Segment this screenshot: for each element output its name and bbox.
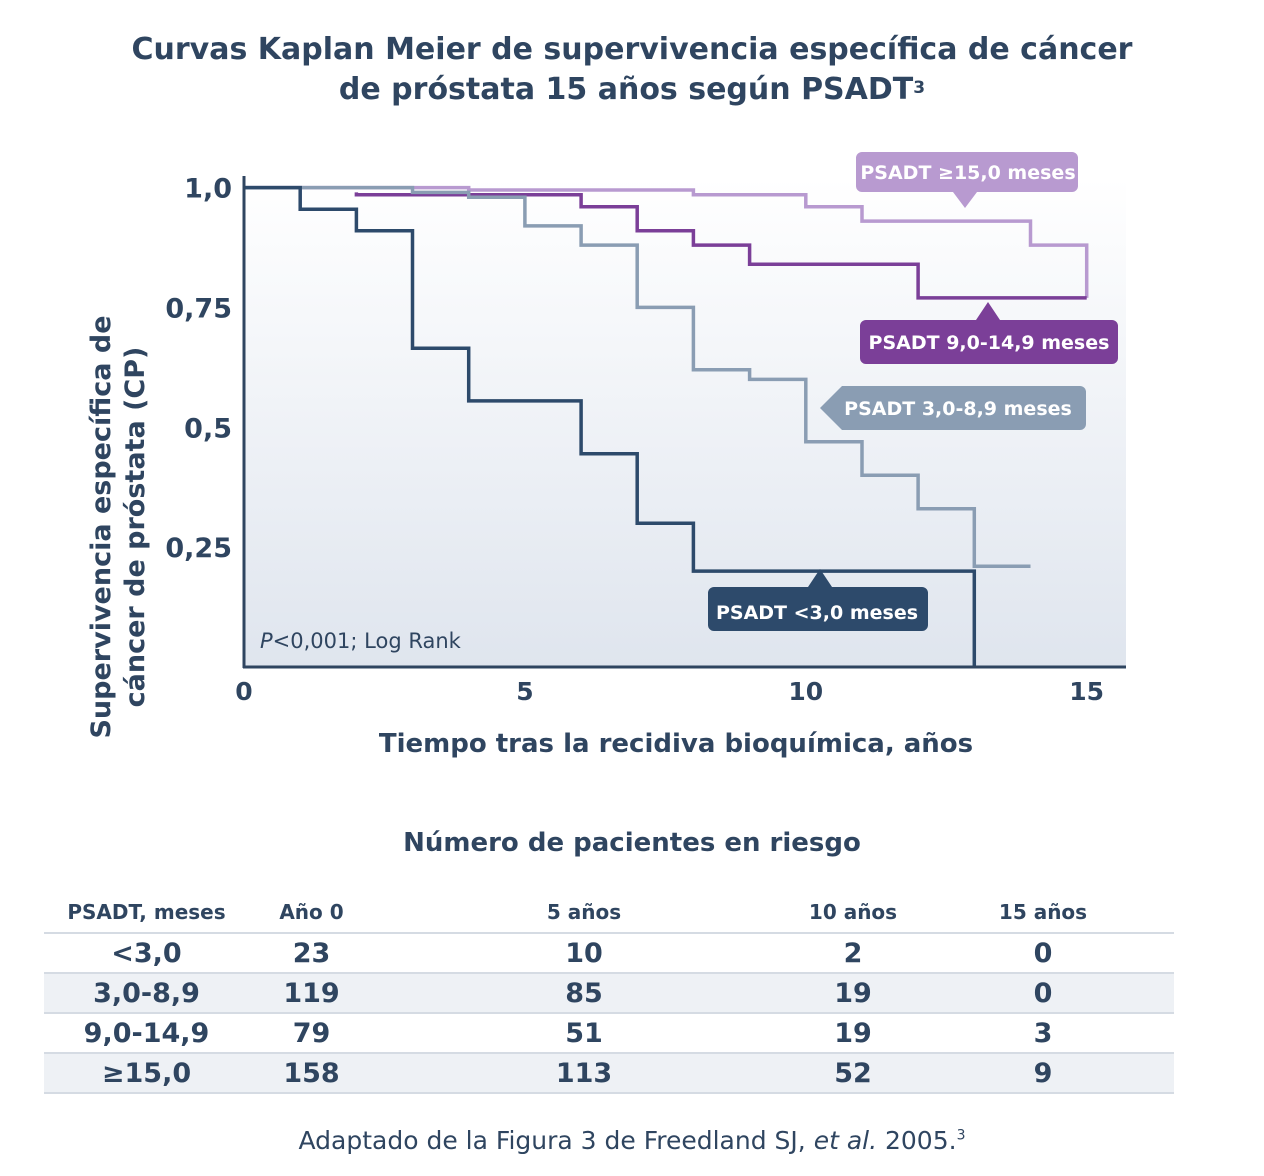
source-etal: et al. — [813, 1126, 878, 1155]
title-reference: 3 — [913, 78, 926, 98]
p-value-italic: P — [260, 629, 273, 653]
callout-psadt-lt3: PSADT <3,0 meses — [708, 569, 928, 631]
y-axis-label: Supervivencia específica de cáncer de pr… — [86, 315, 151, 738]
chart-title-line2-text: de próstata 15 años según PSADT — [338, 72, 914, 107]
cell-psadt: ≥15,0 — [44, 1052, 249, 1094]
p-value-text: <0,001; Log Rank — [273, 629, 462, 653]
header-psadt: PSADT, meses — [67, 900, 226, 924]
source-year: 2005. — [877, 1126, 957, 1155]
callout-psadt-3-8-label: PSADT 3,0-8,9 meses — [844, 398, 1072, 420]
risk-table-title: Número de pacientes en riesgo — [403, 828, 861, 858]
table-row: 9,0-14,9 79 51 19 3 — [44, 1012, 1174, 1053]
risk-table: PSADT, meses Año 0 5 años 10 años 15 año… — [44, 892, 1174, 1094]
x-tick-label: 5 — [516, 677, 533, 706]
cell-year0: 119 — [249, 972, 374, 1013]
table-row: ≥15,0 158 113 52 9 — [44, 1052, 1174, 1094]
y-tick-label: 0,5 — [184, 413, 232, 444]
header-year10: 10 años — [808, 900, 898, 924]
series-line-4 — [244, 185, 977, 667]
callout-psadt-9-14-label: PSADT 9,0-14,9 meses — [869, 332, 1110, 354]
cell-year0: 23 — [249, 932, 374, 973]
cell-year0: 158 — [249, 1052, 374, 1094]
y-tick-label: 0,25 — [165, 533, 232, 564]
source-citation: Adaptado de la Figura 3 de Freedland SJ,… — [0, 1126, 1264, 1155]
x-tick-label: 15 — [1069, 677, 1104, 706]
cell-year15: 0 — [912, 932, 1174, 973]
cell-year10: 52 — [794, 1052, 912, 1094]
cell-year0: 79 — [249, 1012, 374, 1053]
x-axis-label: Tiempo tras la recidiva bioquímica, años — [379, 729, 973, 759]
callout-psadt-3-8: PSADT 3,0-8,9 meses — [820, 386, 1086, 430]
chart-title-line2: de próstata 15 años según PSADT3 — [0, 70, 1264, 110]
km-chart: 0 5 10 15 1,0 0,75 0,5 0,25 Supervivencia espec… — [86, 152, 1126, 759]
y-tick-label: 1,0 — [184, 174, 232, 205]
callout-psadt-15-label: PSADT ≥15,0 meses — [860, 162, 1075, 184]
x-tick-label: 0 — [235, 677, 252, 706]
cell-year5: 113 — [374, 1052, 794, 1094]
chart-title: Curvas Kaplan Meier de supervivencia esp… — [0, 30, 1264, 110]
source-text: Adaptado de la Figura 3 de Freedland SJ, — [298, 1126, 814, 1155]
series-line-3 — [244, 185, 1031, 569]
risk-table-header-row: PSADT, meses Año 0 5 años 10 años 15 año… — [44, 892, 1174, 933]
series-line-2 — [354, 192, 1087, 300]
table-row: 3,0-8,9 119 85 19 0 — [44, 972, 1174, 1013]
source-reference: 3 — [956, 1127, 966, 1144]
cell-psadt: 3,0-8,9 — [44, 972, 249, 1013]
header-year5: 5 años — [546, 900, 622, 924]
cell-psadt: <3,0 — [44, 932, 249, 973]
y-axis-label-line1: Supervivencia específica de — [86, 315, 117, 738]
table-row: <3,0 23 10 2 0 — [44, 932, 1174, 973]
tick-layer: 0 5 10 15 1,0 0,75 0,5 0,25 — [165, 174, 1104, 706]
header-year15: 15 años — [998, 900, 1088, 924]
callout-psadt-9-14: PSADT 9,0-14,9 meses — [860, 302, 1118, 364]
cell-year5: 85 — [374, 972, 794, 1013]
cell-year10: 2 — [794, 932, 912, 973]
series-layer — [244, 185, 1089, 667]
callout-psadt-lt3-label: PSADT <3,0 meses — [716, 602, 918, 624]
cell-year15: 0 — [912, 972, 1174, 1013]
cell-year5: 51 — [374, 1012, 794, 1053]
p-value-annotation: P<0,001; Log Rank — [260, 629, 462, 653]
chart-title-line1: Curvas Kaplan Meier de supervivencia esp… — [131, 32, 1133, 67]
callout-psadt-15: PSADT ≥15,0 meses — [856, 152, 1078, 208]
series-line-1 — [244, 185, 1089, 298]
cell-year5: 10 — [374, 932, 794, 973]
cell-year15: 3 — [912, 1012, 1174, 1053]
x-tick-label: 10 — [788, 677, 823, 706]
cell-year15: 9 — [912, 1052, 1174, 1094]
cell-psadt: 9,0-14,9 — [44, 1012, 249, 1053]
cell-year10: 19 — [794, 972, 912, 1013]
header-year0: Año 0 — [279, 900, 344, 924]
y-axis-label-line2: cáncer de próstata (CP) — [120, 347, 151, 708]
y-tick-label: 0,75 — [165, 293, 232, 324]
cell-year10: 19 — [794, 1012, 912, 1053]
